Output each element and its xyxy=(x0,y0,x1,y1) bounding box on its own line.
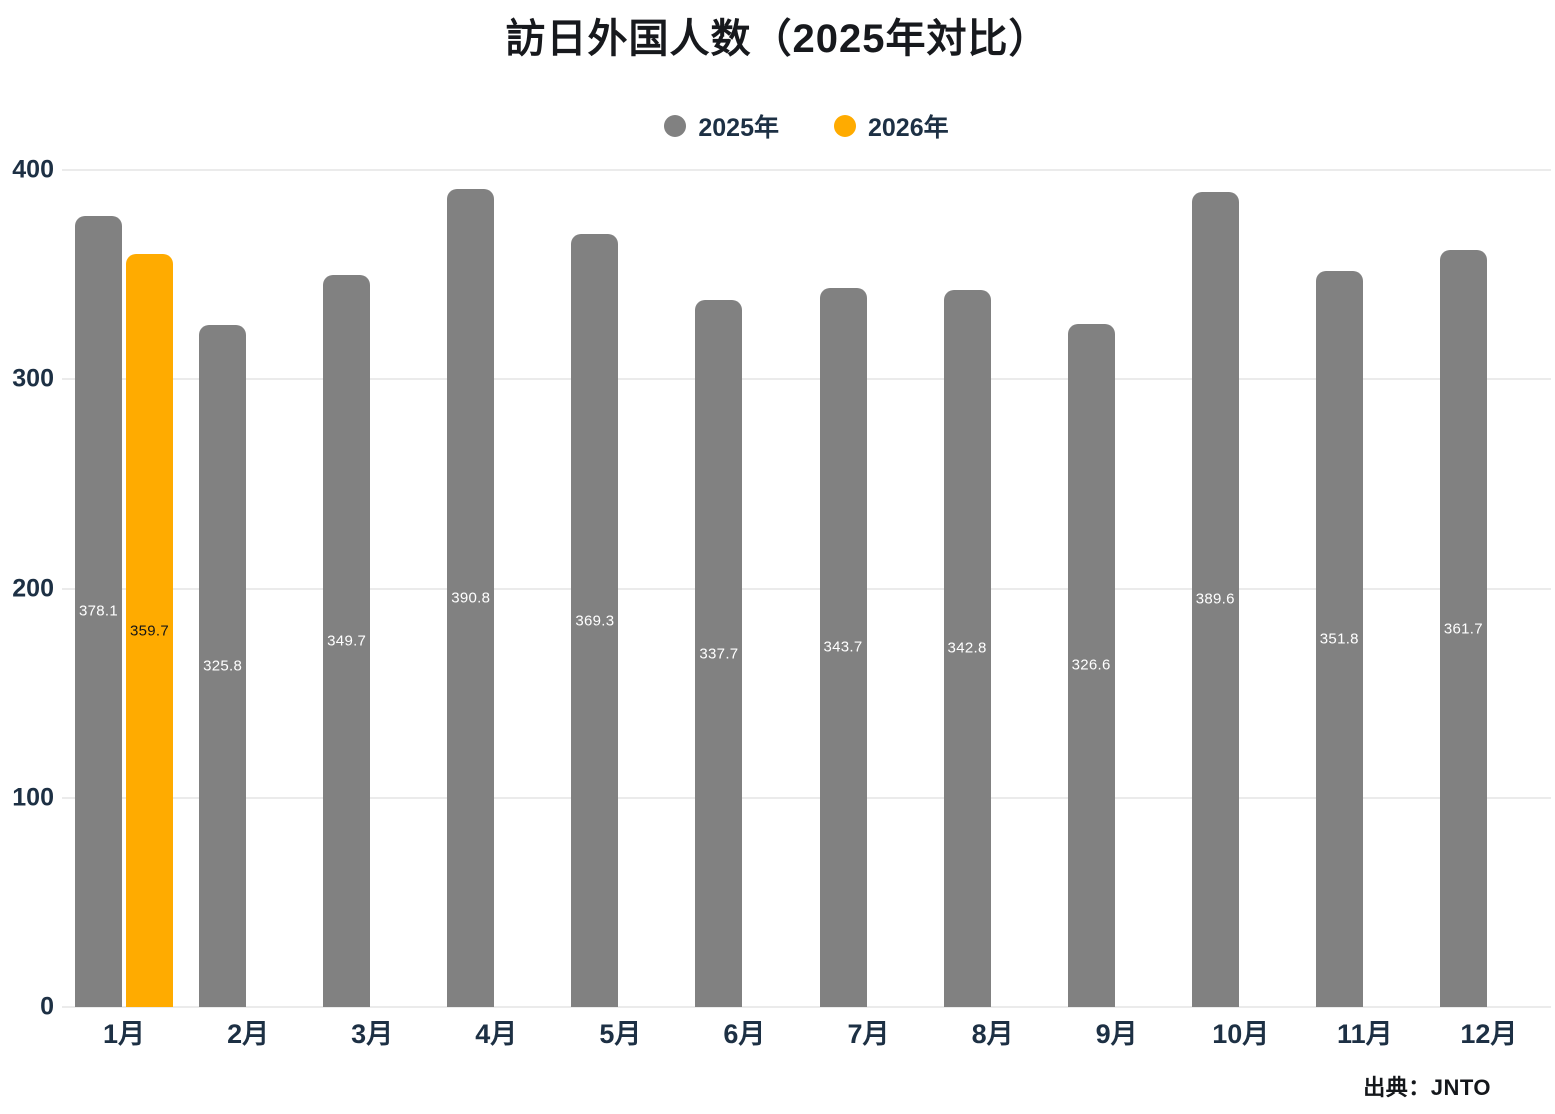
bar-2025年-11月: 351.8 xyxy=(1315,270,1363,1007)
bar-2025年-8月: 342.8 xyxy=(943,289,991,1007)
bar-value-label: 325.8 xyxy=(203,657,243,675)
bar-value-label: 343.7 xyxy=(823,638,863,656)
bar-2025年-2月: 325.8 xyxy=(199,325,247,1007)
bar-2025年-3月: 349.7 xyxy=(323,275,371,1007)
bar-group-7月: 343.7 xyxy=(806,170,930,1007)
x-axis-tick-label: 8月 xyxy=(971,1019,1014,1049)
bar-2025年-12月: 361.7 xyxy=(1439,250,1487,1007)
x-axis-tick-label: 4月 xyxy=(475,1019,518,1049)
bar-value-label: 342.8 xyxy=(947,639,987,657)
gridline xyxy=(62,796,1551,799)
bar-2026年-1月: 359.7 xyxy=(126,254,174,1007)
legend-dot-icon xyxy=(664,115,687,137)
legend: 2025年 2026年 xyxy=(62,108,1551,144)
bar-group-9月: 326.6 xyxy=(1055,170,1179,1007)
gridline xyxy=(62,378,1551,381)
x-axis: 1月 2月 3月 4月 5月 6月 7月 8月 9月 10月 11月 12月 xyxy=(62,1012,1551,1051)
bar-2025年-7月: 343.7 xyxy=(819,287,867,1007)
bar-group-10月: 389.6 xyxy=(1179,170,1303,1007)
bar-2025年-1月: 378.1 xyxy=(75,215,123,1007)
bar-value-label: 378.1 xyxy=(79,602,119,620)
y-axis-tick-label: 300 xyxy=(12,364,54,393)
bar-group-4月: 390.8 xyxy=(434,170,558,1007)
legend-label: 2025年 xyxy=(698,114,779,142)
legend-dot-icon xyxy=(834,115,856,137)
bar-group-3月: 349.7 xyxy=(310,170,434,1007)
bar-value-label: 351.8 xyxy=(1319,630,1359,648)
bar-2025年-4月: 390.8 xyxy=(447,189,495,1007)
y-axis-tick-label: 200 xyxy=(12,574,54,602)
x-axis-tick-label: 2月 xyxy=(227,1019,270,1049)
bar-value-label: 369.3 xyxy=(575,612,615,630)
bar-group-12月: 361.7 xyxy=(1427,170,1551,1007)
y-axis-tick-label: 100 xyxy=(12,783,54,812)
x-axis-tick-label: 6月 xyxy=(723,1019,766,1049)
x-axis-tick-label: 3月 xyxy=(351,1019,394,1049)
x-axis-tick-label: 7月 xyxy=(847,1019,890,1049)
bar-value-label: 389.6 xyxy=(1195,590,1235,608)
bar-value-label: 337.7 xyxy=(699,645,739,663)
bar-group-1月: 378.1 359.7 xyxy=(62,170,186,1007)
bar-group-8月: 342.8 xyxy=(931,170,1055,1007)
bar-group-6月: 337.7 xyxy=(682,170,806,1007)
chart-title: 訪日外国人数（2025年対比） xyxy=(505,17,1050,61)
y-axis: 0 100 200 300 400 xyxy=(0,157,54,1019)
x-axis-tick-label: 1月 xyxy=(103,1019,146,1049)
y-axis-tick-label: 400 xyxy=(12,155,54,184)
bar-2025年-5月: 369.3 xyxy=(571,234,619,1007)
bar-value-label: 390.8 xyxy=(451,589,491,607)
x-axis-tick-label: 12月 xyxy=(1460,1019,1518,1049)
bar-value-label: 361.7 xyxy=(1443,620,1483,638)
legend-item-2026年: 2026年 xyxy=(834,108,949,144)
gridline xyxy=(62,1006,1551,1008)
legend-label: 2026年 xyxy=(868,114,949,142)
bar-2025年-9月: 326.6 xyxy=(1067,323,1115,1007)
bar-groups: 378.1 359.7 325.8 349.7 390.8 369.3 337.7 343.7… xyxy=(62,170,1551,1007)
x-axis-tick-label: 11月 xyxy=(1337,1019,1393,1049)
gridline xyxy=(62,587,1551,590)
source-note: 出典：JNTO xyxy=(1363,1075,1491,1100)
gridline xyxy=(62,169,1551,171)
x-axis-tick-label: 5月 xyxy=(599,1019,642,1049)
bar-value-label: 349.7 xyxy=(327,632,367,650)
bar-group-2月: 325.8 xyxy=(186,170,310,1007)
x-axis-tick-label: 10月 xyxy=(1212,1019,1270,1049)
bar-value-label: 359.7 xyxy=(130,622,170,640)
bar-group-5月: 369.3 xyxy=(558,170,682,1007)
bar-2025年-10月: 389.6 xyxy=(1191,191,1239,1007)
bar-value-label: 326.6 xyxy=(1071,656,1111,674)
bar-group-11月: 351.8 xyxy=(1303,170,1427,1007)
y-axis-tick-label: 0 xyxy=(40,992,54,1021)
plot-area: 378.1 359.7 325.8 349.7 390.8 369.3 337.7 343.7… xyxy=(62,169,1551,1008)
x-axis-tick-label: 9月 xyxy=(1095,1019,1138,1049)
legend-item-2025年: 2025年 xyxy=(664,108,779,144)
bar-2025年-6月: 337.7 xyxy=(695,300,743,1007)
